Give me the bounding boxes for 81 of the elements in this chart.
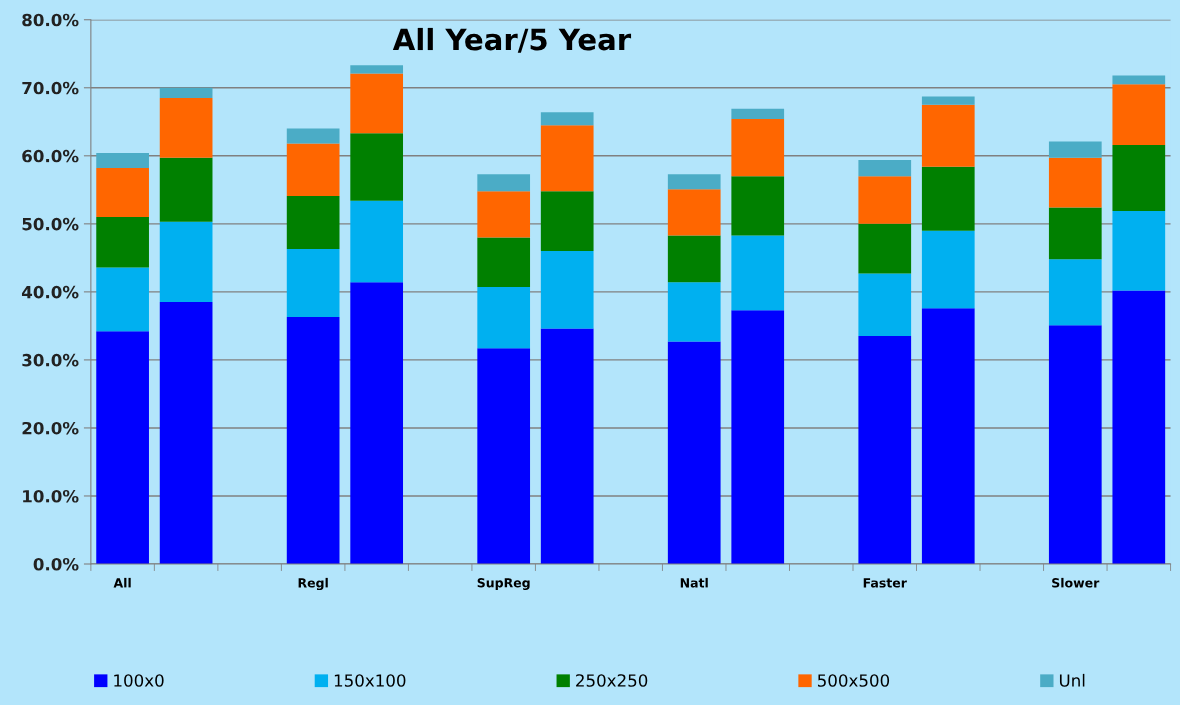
bar <box>159 302 213 564</box>
y-tick-label: 40.0% <box>21 285 79 299</box>
y-tick-label: 0.0% <box>33 557 79 571</box>
bar <box>286 249 340 318</box>
bar <box>1048 207 1102 260</box>
bar <box>731 310 785 564</box>
x-tick-label: Natl <box>680 577 708 588</box>
bar <box>921 166 975 231</box>
bar <box>477 191 531 238</box>
bar <box>540 251 594 329</box>
bar <box>858 223 912 274</box>
bar <box>1112 84 1166 145</box>
bar <box>667 174 721 190</box>
bar <box>159 87 213 98</box>
bar <box>96 267 149 332</box>
bar <box>921 308 975 564</box>
bar <box>350 282 404 564</box>
bar <box>921 96 975 105</box>
bar <box>667 282 721 342</box>
x-tick-label: Regl <box>298 577 328 591</box>
bar <box>667 235 721 283</box>
y-tick-label: 30.0% <box>22 353 79 367</box>
bar <box>286 317 340 564</box>
bar <box>540 191 594 252</box>
legend-label: Unl <box>1059 673 1085 687</box>
y-tick-label: 70.0% <box>22 81 79 95</box>
bar <box>1112 75 1166 85</box>
bar <box>1048 157 1102 208</box>
bar <box>96 168 149 218</box>
bar <box>667 341 721 564</box>
bar <box>858 336 912 564</box>
bar <box>540 125 594 192</box>
bar <box>96 331 149 564</box>
bar <box>667 189 721 236</box>
bar <box>858 159 912 177</box>
bar <box>1112 144 1166 211</box>
bar <box>477 348 531 564</box>
legend-label: 100x0 <box>114 674 164 687</box>
bar <box>159 157 213 222</box>
bar <box>286 143 340 196</box>
bar <box>731 119 785 177</box>
bar <box>921 230 975 309</box>
bar <box>286 128 340 144</box>
legend-label: 500x500 <box>817 674 890 687</box>
bar <box>1048 259 1102 326</box>
y-tick-label: 80.0% <box>22 13 79 27</box>
x-tick-label: Slower <box>1052 577 1100 588</box>
bar <box>350 200 404 283</box>
bar <box>540 112 594 126</box>
bar <box>731 176 785 236</box>
bar <box>159 221 213 303</box>
bar <box>1048 325 1102 564</box>
bar <box>731 235 785 311</box>
bar <box>921 104 975 167</box>
x-tick-label: All <box>113 577 131 588</box>
bar <box>1112 290 1166 564</box>
bar <box>858 273 912 337</box>
bar <box>96 217 149 268</box>
legend-label: 250x250 <box>576 674 648 687</box>
y-tick-label: 60.0% <box>22 149 79 163</box>
bar <box>350 133 404 201</box>
x-tick-label: SupReg <box>477 578 530 590</box>
x-tick-label: Faster <box>863 578 907 588</box>
bar <box>96 153 149 169</box>
bar <box>477 174 531 192</box>
y-tick-label: 50.0% <box>22 217 79 231</box>
bar <box>477 287 531 349</box>
bar <box>477 237 531 288</box>
legend-label: 150x100 <box>334 674 406 687</box>
bar <box>858 176 912 224</box>
bar <box>350 73 404 134</box>
bar <box>159 97 213 158</box>
y-tick-label: 10.0% <box>23 489 79 503</box>
bar <box>286 195 340 250</box>
bar <box>540 328 594 564</box>
bar <box>731 108 785 120</box>
bar <box>1048 141 1102 158</box>
chart-title: All Year/5 Year <box>392 27 632 53</box>
y-tick-label: 20.0% <box>22 421 79 435</box>
bar <box>350 65 404 74</box>
bar <box>1112 210 1166 291</box>
